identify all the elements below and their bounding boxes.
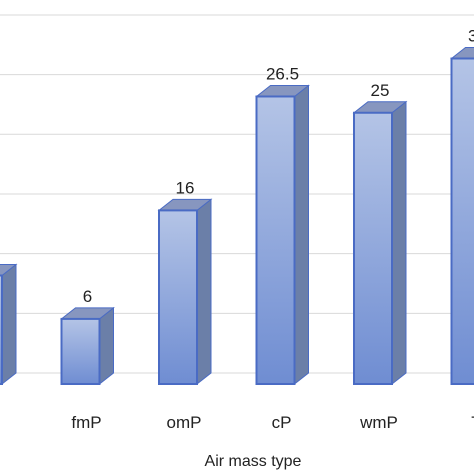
bar: [450, 47, 474, 385]
x-tick-label: fmP: [71, 413, 101, 432]
data-label: 26.5: [266, 64, 299, 83]
data-label: 6: [83, 287, 92, 306]
bar: [255, 84, 310, 386]
x-tick-labels: fmP omP cP wmP T: [71, 413, 474, 432]
x-tick-label: cP: [272, 413, 292, 432]
x-tick-label: omP: [167, 413, 202, 432]
bar: [0, 263, 18, 386]
bar: [352, 100, 408, 386]
data-label: 16: [176, 178, 195, 197]
bars: [0, 47, 474, 386]
data-label: 25: [371, 81, 390, 100]
bar: [60, 306, 115, 386]
x-axis-title: Air mass type: [205, 453, 302, 470]
x-tick-label: T: [471, 413, 474, 432]
x-tick-label: wmP: [359, 413, 398, 432]
bar: [157, 198, 213, 386]
data-label: 30: [468, 27, 474, 46]
data-labels: 6 16 26.5 25 30: [83, 27, 474, 306]
